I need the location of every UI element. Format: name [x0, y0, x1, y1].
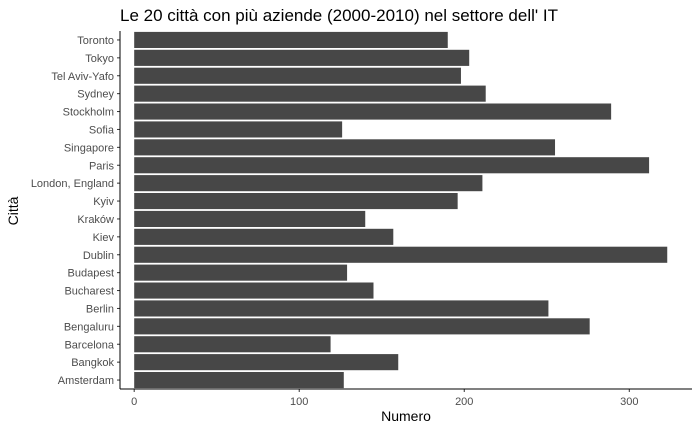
y-tick-label: Kraków [77, 214, 114, 226]
bar-sofia [134, 121, 343, 138]
bar-bengaluru [134, 318, 590, 335]
bar-stockholm [134, 103, 612, 120]
bar-tel-aviv-yafo [134, 67, 461, 84]
y-tick-label: Berlin [86, 303, 114, 315]
bar-budapest [134, 264, 348, 281]
x-tick-label: 0 [131, 396, 137, 408]
y-tick-label: Sofia [89, 124, 115, 136]
x-tick-label: 200 [455, 396, 473, 408]
bar-berlin [134, 300, 549, 317]
y-tick-label: Singapore [64, 142, 114, 154]
y-tick-label: Stockholm [63, 107, 114, 119]
y-tick-label: Toronto [77, 35, 114, 47]
y-tick-label: Bangkok [71, 357, 114, 369]
x-axis-ticks: 0 100 200 300 [131, 389, 638, 408]
y-tick-label: Tel Aviv-Yafo [51, 71, 114, 83]
bar-tokyo [134, 49, 470, 66]
bar-bucharest [134, 282, 374, 299]
bar-kyiv [134, 192, 458, 210]
x-tick-label: 100 [290, 396, 308, 408]
bar-amsterdam [134, 371, 344, 389]
y-tick-label: Bengaluru [64, 321, 114, 333]
bar-paris [134, 157, 650, 174]
y-axis-title: Città [5, 196, 21, 225]
bar-london-england [134, 175, 483, 192]
y-tick-label: Bucharest [64, 286, 114, 298]
y-tick-label: Barcelona [64, 339, 114, 351]
bar-barcelona [134, 336, 331, 353]
chart-title: Le 20 città con più aziende (2000-2010) … [120, 6, 558, 25]
y-tick-label: Tokyo [85, 53, 114, 65]
bar-bangkok [134, 354, 399, 371]
y-axis-ticks: Amsterdam Bangkok Barcelona Bengaluru Berlin… [31, 35, 120, 387]
x-axis-title: Numero [381, 408, 431, 424]
x-tick-label: 300 [620, 396, 638, 408]
bar-krakow [134, 210, 366, 228]
y-tick-label: Dublin [83, 250, 114, 262]
bar-toronto [134, 31, 448, 49]
y-tick-label: Sydney [77, 89, 114, 101]
bar-sydney [134, 85, 486, 102]
y-tick-label: Budapest [68, 268, 114, 280]
y-tick-label: Amsterdam [58, 375, 114, 387]
bar-singapore [134, 139, 556, 156]
bar-dublin [134, 246, 668, 263]
y-tick-label: Paris [89, 160, 115, 172]
y-tick-label: London, England [31, 178, 114, 190]
bar-kiev [134, 228, 394, 245]
y-tick-label: Kiev [93, 232, 115, 244]
y-tick-label: Kyiv [93, 196, 114, 208]
bars-group [134, 31, 668, 389]
